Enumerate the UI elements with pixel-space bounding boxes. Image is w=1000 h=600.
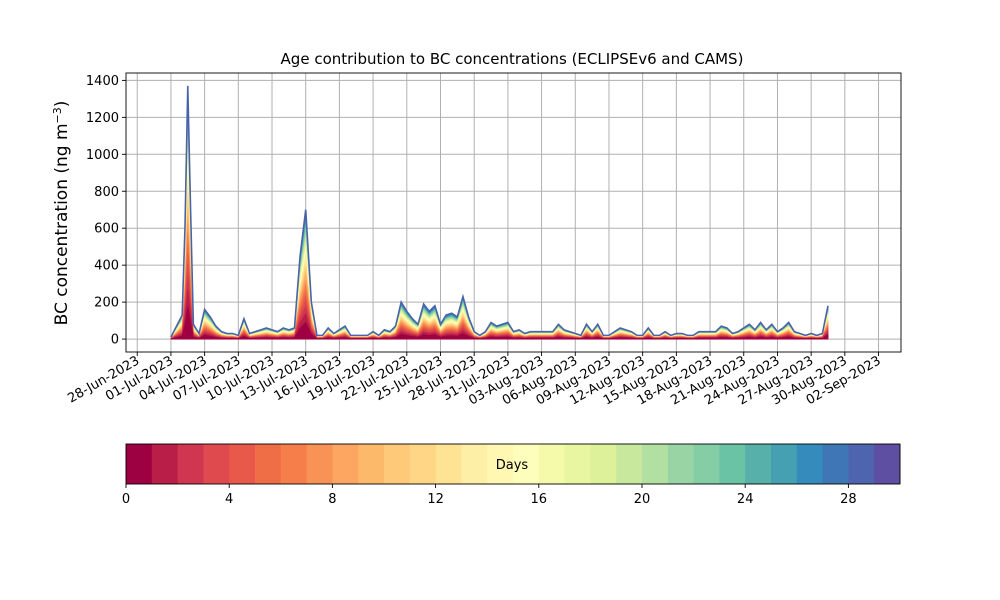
y-axis-ticks: 0 200 400 600 800 1000 1200 1400 [86, 74, 126, 348]
colorbar-tick-label: 0 [122, 492, 130, 507]
colorbar-segment [822, 444, 849, 484]
age-band-14-area [170, 172, 829, 340]
age-band-29-area [170, 85, 829, 340]
age-band-8-area [170, 216, 829, 340]
colorbar-tick-label: 24 [737, 492, 754, 507]
colorbar-segment [642, 444, 669, 484]
colorbar-segment [177, 444, 204, 484]
age-band-5-area [170, 242, 829, 340]
age-band-1-area [170, 289, 829, 340]
colorbar-segment [487, 444, 514, 484]
colorbar-segment [358, 444, 385, 484]
y-axis-label-main: BC concentration (ng m [52, 123, 72, 325]
grid-lines [126, 73, 901, 352]
colorbar-tick-label: 28 [840, 492, 857, 507]
age-band-17-area [170, 152, 829, 340]
age-band-20-area [170, 134, 829, 340]
colorbar-segment [719, 444, 746, 484]
age-band-10-area [170, 200, 829, 340]
age-band-13-area [170, 178, 829, 340]
colorbar-segment [409, 444, 436, 484]
colorbar-segment [848, 444, 875, 484]
age-band-26-area [170, 101, 829, 340]
age-band-0-area [170, 306, 829, 340]
y-tick-label: 1000 [86, 148, 119, 163]
age-band-9-area [170, 208, 829, 340]
age-band-18-area [170, 146, 829, 340]
y-tick-label: 800 [94, 185, 119, 200]
colorbar-tick-label: 12 [427, 492, 444, 507]
colorbar-ticks: 0 4 8 12 16 20 24 28 [122, 484, 857, 507]
colorbar-segment [513, 444, 540, 484]
age-band-7-area [170, 224, 829, 340]
colorbar [126, 444, 901, 484]
age-band-25-area [170, 106, 829, 340]
y-axis-label-close: ) [52, 101, 72, 108]
y-tick-label: 1400 [86, 74, 119, 89]
colorbar-segment [616, 444, 643, 484]
colorbar-segment [435, 444, 462, 484]
colorbar-segment [564, 444, 591, 484]
age-band-22-area [170, 123, 829, 340]
age-band-21-area [170, 128, 829, 340]
y-axis-label: BC concentration (ng m−3) [51, 101, 73, 326]
age-band-16-area [170, 159, 829, 340]
y-tick-label: 200 [94, 296, 119, 311]
colorbar-segment [384, 444, 411, 484]
age-stacked-areas [170, 85, 829, 340]
colorbar-segment [461, 444, 488, 484]
age-band-24-area [170, 112, 829, 340]
y-axis-label-exponent: −3 [51, 107, 64, 123]
colorbar-tick-label: 8 [328, 492, 336, 507]
age-band-4-area [170, 252, 829, 340]
age-band-12-area [170, 185, 829, 340]
colorbar-segment [203, 444, 230, 484]
colorbar-tick-label: 4 [225, 492, 233, 507]
colorbar-tick-label: 16 [531, 492, 548, 507]
y-tick-label: 600 [94, 222, 119, 237]
colorbar-segment [771, 444, 798, 484]
age-band-11-area [170, 192, 829, 340]
colorbar-segment [255, 444, 282, 484]
colorbar-segment [229, 444, 256, 484]
colorbar-segment [280, 444, 307, 484]
colorbar-segment [538, 444, 565, 484]
colorbar-segment [796, 444, 823, 484]
age-band-27-area [170, 96, 829, 340]
x-axis-ticks: 28-Jun-202301-Jul-202304-Jul-202307-Jul-… [65, 352, 884, 409]
total-concentration-line [170, 85, 829, 338]
age-band-2-area [170, 275, 829, 340]
colorbar-segment [874, 444, 901, 484]
colorbar-segment [667, 444, 694, 484]
age-band-6-area [170, 233, 829, 340]
y-tick-label: 0 [111, 333, 119, 348]
chart-title: Age contribution to BC concentrations (E… [281, 50, 744, 68]
colorbar-segment [693, 444, 720, 484]
y-tick-label: 1200 [86, 111, 119, 126]
colorbar-tick-label: 20 [634, 492, 651, 507]
colorbar-segment [151, 444, 178, 484]
y-tick-label: 400 [94, 259, 119, 274]
colorbar-frame [125, 443, 901, 485]
age-band-19-area [170, 140, 829, 340]
plot-frame [125, 72, 902, 353]
colorbar-segment [332, 444, 359, 484]
colorbar-segment [745, 444, 772, 484]
colorbar-label: Days [496, 458, 529, 473]
colorbar-segment [126, 444, 153, 484]
colorbar-segment [306, 444, 333, 484]
colorbar-segment [590, 444, 617, 484]
age-band-3-area [170, 263, 829, 340]
